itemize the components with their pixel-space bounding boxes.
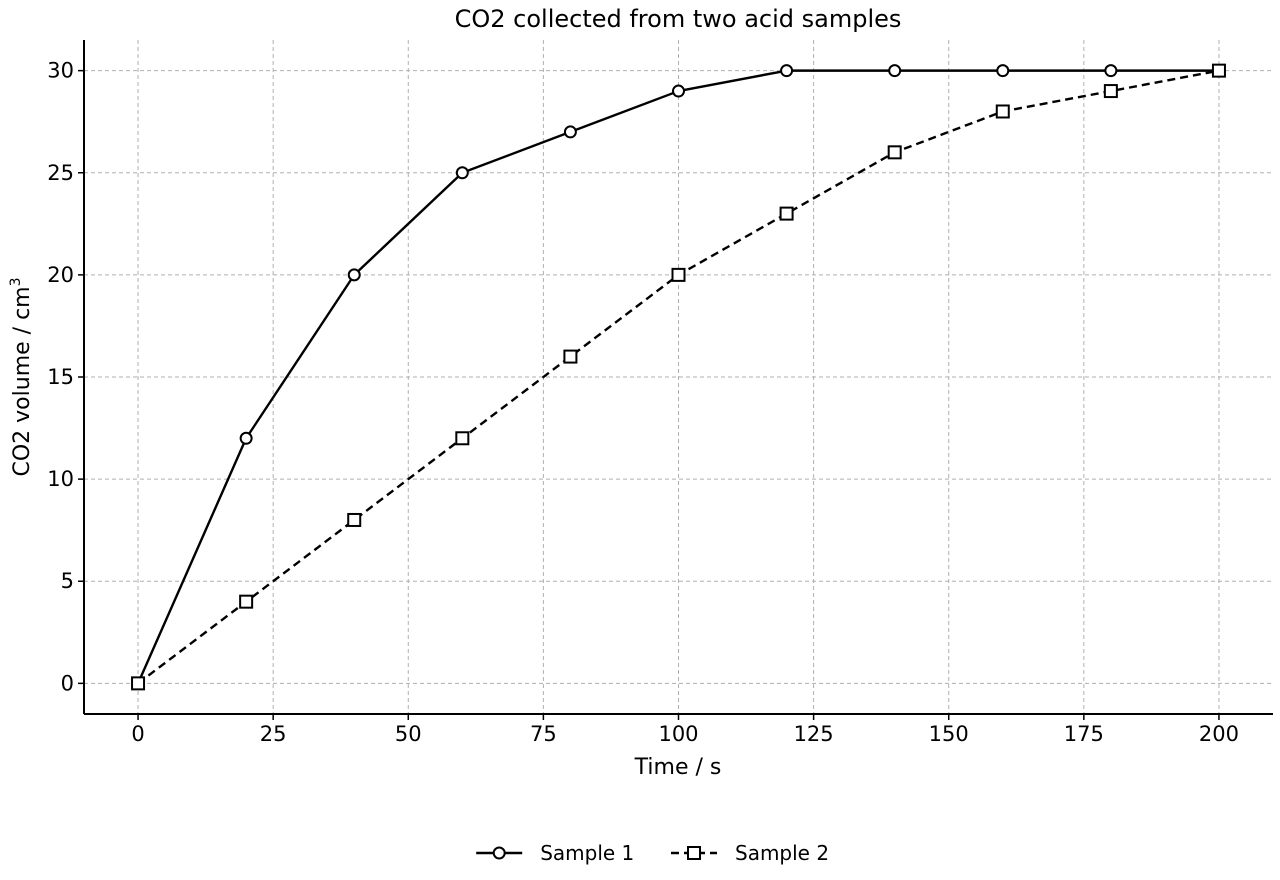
y-axis-ticks: 0 5 10 15 20 25 30 <box>47 59 84 695</box>
grid <box>84 40 1273 714</box>
y-tick-label: 20 <box>47 263 74 287</box>
x-tick-label: 200 <box>1199 722 1239 746</box>
y-tick-label: 15 <box>47 365 74 389</box>
data-point-sample-1 <box>888 64 902 78</box>
x-tick-label: 50 <box>395 722 422 746</box>
data-point-sample-2 <box>779 206 794 221</box>
chart-title: CO2 collected from two acid samples <box>455 5 902 33</box>
data-point-sample-2 <box>239 594 254 609</box>
y-tick-label: 25 <box>47 161 74 185</box>
data-point-sample-2 <box>455 431 470 446</box>
x-tick-label: 0 <box>131 722 144 746</box>
data-point-sample-1 <box>563 125 577 139</box>
x-tick-label: 100 <box>658 722 698 746</box>
y-tick-label: 10 <box>47 467 74 491</box>
legend-item-sample-2: Sample 2 <box>671 841 829 865</box>
legend-item-sample-1: Sample 1 <box>476 841 634 865</box>
data-point-sample-2 <box>131 676 146 691</box>
x-tick-label: 125 <box>794 722 834 746</box>
legend-label-sample-1: Sample 1 <box>540 841 634 865</box>
legend-label-sample-2: Sample 2 <box>735 841 829 865</box>
data-point-sample-1 <box>672 84 685 98</box>
data-point-sample-1 <box>996 64 1010 78</box>
x-tick-label: 150 <box>929 722 969 746</box>
y-axis-label: CO2 volume / cm3 <box>8 277 35 476</box>
data-point-sample-2 <box>995 104 1010 119</box>
y-tick-label: 0 <box>61 671 74 695</box>
x-tick-label: 75 <box>530 722 557 746</box>
x-tick-label: 25 <box>260 722 287 746</box>
data-point-sample-1 <box>239 431 253 445</box>
y-axis-label-superscript: 3 <box>8 277 24 286</box>
series-sample-1 <box>131 64 1226 690</box>
series-layer <box>131 63 1226 691</box>
data-point-sample-1 <box>455 166 469 180</box>
data-point-sample-2 <box>887 145 902 160</box>
y-axis-label-text: CO2 volume / cm <box>10 286 35 476</box>
y-tick-label: 30 <box>47 59 74 83</box>
legend-marker-sample-1 <box>492 846 506 860</box>
data-point-sample-2 <box>347 512 362 527</box>
data-point-sample-1 <box>347 268 361 282</box>
data-point-sample-2 <box>563 349 578 364</box>
x-axis-label: Time / s <box>634 755 722 780</box>
data-point-sample-1 <box>780 64 794 78</box>
legend: Sample 1 Sample 2 <box>476 841 829 865</box>
series-sample-2 <box>131 63 1226 691</box>
data-point-sample-2 <box>1211 63 1226 78</box>
data-point-sample-1 <box>1104 64 1118 78</box>
x-tick-label: 175 <box>1064 722 1104 746</box>
data-point-sample-2 <box>671 267 686 282</box>
x-axis-ticks: 0 25 50 75 100 125 150 175 200 <box>131 714 1239 746</box>
y-tick-label: 5 <box>61 569 74 593</box>
legend-marker-sample-2 <box>687 846 701 860</box>
data-point-sample-2 <box>1103 84 1118 99</box>
